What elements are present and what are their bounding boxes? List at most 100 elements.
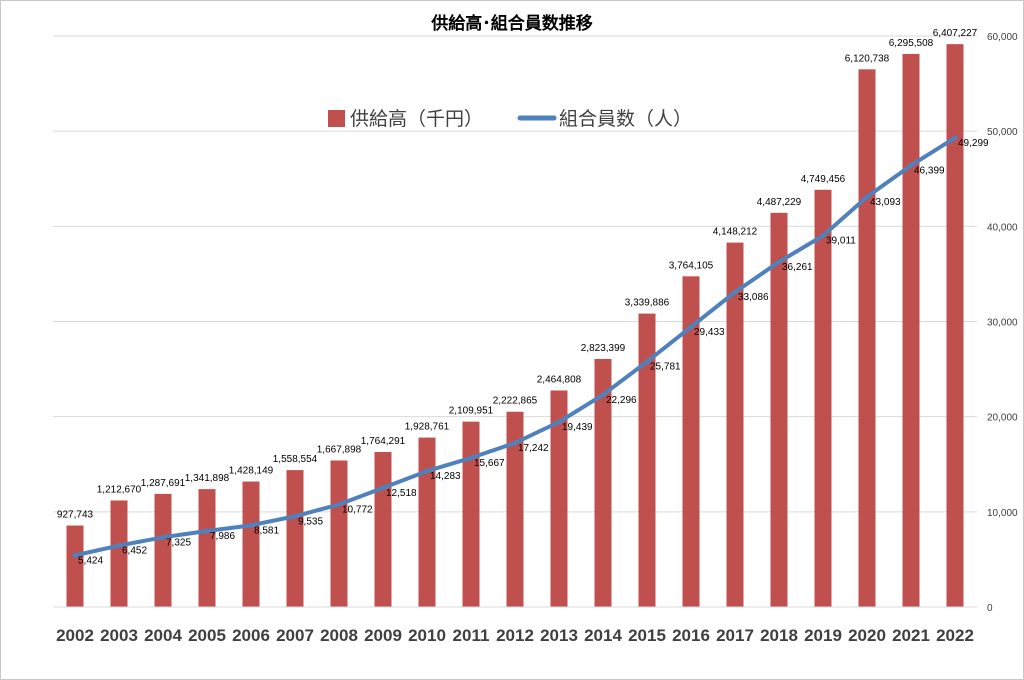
line-value-label: 46,399: [914, 165, 945, 176]
x-tick-label: 2021: [892, 626, 930, 645]
x-tick-label: 2020: [848, 626, 886, 645]
chart-title: 供給高･組合員数推移: [430, 13, 593, 34]
line-value-label: 33,086: [738, 292, 769, 303]
bar-value-label: 1,667,898: [317, 444, 362, 455]
bar-value-label: 1,212,670: [97, 484, 142, 495]
line-point: [116, 543, 122, 549]
bar-value-label: 4,148,212: [713, 227, 758, 238]
line-value-label: 6,452: [122, 546, 147, 557]
line-point: [292, 513, 298, 519]
line-point: [688, 324, 694, 330]
line-value-label: 7,325: [166, 537, 191, 548]
line-point: [424, 468, 430, 474]
line-value-label: 25,781: [650, 362, 681, 373]
bar-value-label: 1,764,291: [361, 436, 406, 447]
line-value-label: 19,439: [562, 422, 593, 433]
bar: [242, 481, 260, 607]
y-right-tick-label: 30,000: [987, 318, 1018, 329]
bar: [154, 493, 172, 607]
bar-value-label: 1,341,898: [185, 473, 230, 484]
line-point: [644, 359, 650, 365]
bar-value-label: 4,487,229: [757, 197, 802, 208]
bar-value-label: 2,464,808: [537, 374, 582, 385]
x-tick-label: 2014: [584, 626, 622, 645]
bar: [594, 358, 612, 607]
bar-value-label: 1,928,761: [405, 422, 450, 433]
line-value-label: 49,299: [958, 138, 989, 149]
bar-series: [66, 44, 964, 608]
line-value-label: 9,535: [298, 516, 323, 527]
y-right-tick-label: 60,000: [987, 32, 1018, 43]
legend-line-label: 組合員数（人）: [559, 108, 692, 130]
bar-value-label: 3,764,105: [669, 260, 714, 271]
x-tick-label: 2013: [540, 626, 578, 645]
bar: [770, 212, 788, 607]
bar-value-label: 1,428,149: [229, 466, 274, 477]
line-value-label: 10,772: [342, 504, 373, 515]
bar-value-label: 2,109,951: [449, 406, 494, 417]
line-value-label: 8,581: [254, 525, 279, 536]
bar-value-label: 4,749,456: [801, 174, 846, 185]
line-value-label: 36,261: [782, 262, 813, 273]
y-right-tick-label: 40,000: [987, 222, 1018, 233]
bar: [374, 452, 392, 607]
line-point: [864, 194, 870, 200]
bar-value-label: 2,222,865: [493, 396, 538, 407]
x-tick-label: 2009: [364, 626, 402, 645]
bar: [286, 470, 304, 607]
line-point: [380, 485, 386, 491]
bar: [550, 390, 568, 607]
line-value-label: 14,283: [430, 471, 461, 482]
line-point: [336, 501, 342, 507]
x-tick-label: 2015: [628, 626, 666, 645]
line-value-label: 39,011: [826, 236, 856, 247]
line-point: [732, 289, 738, 295]
x-tick-label: 2006: [232, 626, 270, 645]
bar: [946, 44, 964, 607]
x-tick-label: 2004: [144, 626, 182, 645]
line-value-label: 43,093: [870, 197, 901, 208]
line-point: [820, 233, 826, 239]
x-tick-label: 2005: [188, 626, 226, 645]
line-point: [72, 552, 78, 558]
x-tick-label: 2010: [408, 626, 446, 645]
legend-bar-swatch: [328, 110, 345, 127]
bar-value-label: 6,407,227: [933, 28, 978, 39]
line-value-label: 5,424: [78, 555, 103, 566]
bar: [902, 53, 920, 607]
line-value-label: 29,433: [694, 327, 725, 338]
line-point: [952, 135, 958, 141]
line-value-label: 17,242: [518, 443, 549, 454]
bar: [638, 313, 656, 607]
bar: [330, 460, 348, 607]
line-point: [248, 522, 254, 528]
bar: [198, 489, 216, 607]
x-tick-label: 2012: [496, 626, 534, 645]
bar: [418, 437, 436, 607]
bar: [858, 69, 876, 607]
x-tick-label: 2003: [100, 626, 138, 645]
line-series: [72, 135, 958, 558]
line-value-label: 12,518: [386, 488, 417, 499]
y-right-tick-label: 50,000: [987, 127, 1018, 138]
bar: [814, 189, 832, 607]
x-tick-label: 2011: [453, 626, 490, 645]
bar: [66, 525, 84, 607]
line-value-label: 7,986: [210, 531, 235, 542]
bar: [462, 421, 480, 607]
x-tick-label: 2016: [672, 626, 710, 645]
legend: 供給高（千円） 組合員数（人）: [328, 108, 692, 130]
bar: [110, 500, 128, 607]
bar-value-label: 6,295,508: [889, 38, 934, 49]
x-tick-label: 2019: [804, 626, 842, 645]
bar-value-label: 1,287,691: [141, 478, 186, 489]
line-point: [600, 392, 606, 398]
legend-bar-label: 供給高（千円）: [350, 108, 483, 130]
bar: [682, 276, 700, 607]
line-point: [908, 162, 914, 168]
y-right-tick-label: 10,000: [987, 508, 1018, 519]
bar-value-label: 6,120,738: [845, 53, 890, 64]
